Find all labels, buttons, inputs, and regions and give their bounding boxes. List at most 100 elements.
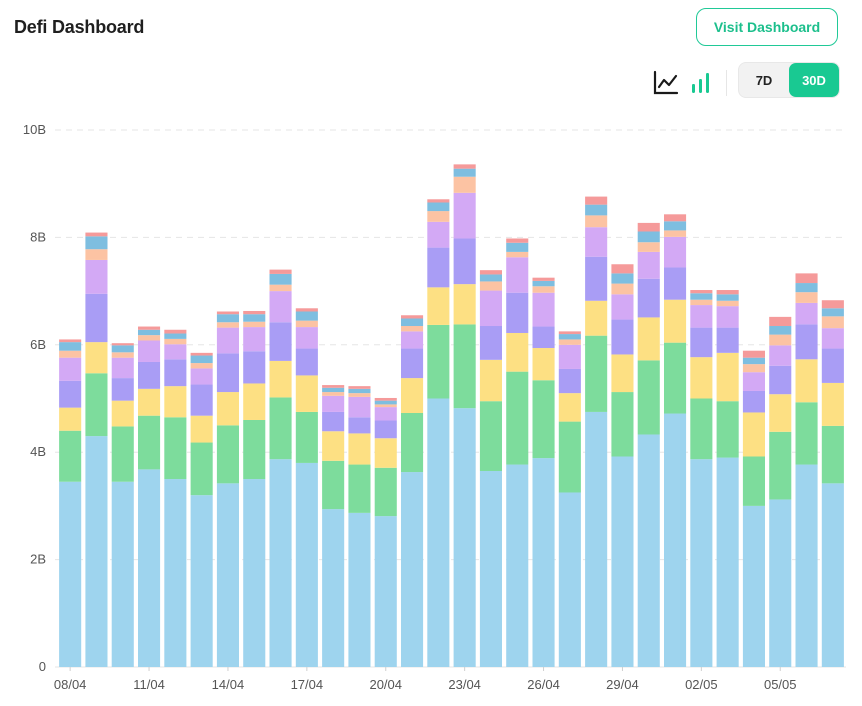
bar-segment	[795, 324, 818, 360]
bar-segment	[164, 479, 187, 667]
bar-segment	[585, 411, 608, 667]
bar-segment	[269, 269, 292, 274]
bar-segment	[190, 355, 213, 364]
bar-segment	[479, 274, 502, 282]
bar-segment	[138, 415, 161, 470]
bar-segment	[716, 457, 739, 667]
bar-segment	[295, 462, 318, 667]
range-30d-button[interactable]: 30D	[789, 63, 839, 97]
bar-segment	[479, 290, 502, 327]
bar-segment	[269, 459, 292, 667]
bar-segment	[742, 364, 765, 373]
bar-segment	[558, 368, 581, 394]
bar-segment	[295, 311, 318, 321]
bar-segment	[59, 357, 82, 381]
bar-segment	[243, 419, 266, 480]
bar-segment	[611, 273, 634, 284]
bar-segment	[427, 398, 450, 667]
bar-segment	[85, 342, 108, 374]
bar-segment	[216, 327, 239, 354]
bar-segment	[401, 412, 424, 473]
bar-segment	[769, 345, 792, 366]
bar-segment	[532, 277, 555, 281]
bar-segment	[506, 332, 529, 372]
bar-segment	[506, 464, 529, 667]
bar-segment	[164, 344, 187, 360]
bar-segment	[742, 350, 765, 358]
bar-segment	[348, 464, 371, 513]
bar-segment	[769, 499, 792, 667]
bar-segment	[795, 359, 818, 403]
stacked-bar-chart: 0 2B 4B 6B 8B 10B 08/04 11/04 14/04 17/04 20/04 23/…	[23, 122, 846, 692]
bar-segment	[427, 202, 450, 212]
bar-segment	[216, 322, 239, 328]
bar-segment	[322, 392, 345, 396]
bar-segment	[348, 393, 371, 397]
y-tick-label: 2B	[30, 552, 46, 567]
range-7d-button[interactable]: 7D	[755, 72, 773, 88]
bar-segment	[479, 281, 502, 291]
bar-segment	[59, 339, 82, 343]
visit-dashboard-button[interactable]: Visit Dashboard	[696, 8, 838, 46]
bar-segment	[479, 401, 502, 471]
bar-segment	[795, 302, 818, 325]
bar-segment	[190, 352, 213, 356]
bar-segment	[322, 385, 345, 388]
bar-segment	[690, 357, 713, 399]
bar-segment	[506, 238, 529, 243]
bar-chart-icon	[692, 73, 709, 93]
bar-segment	[348, 388, 371, 394]
bar-segment	[821, 308, 844, 317]
bar-segment	[585, 300, 608, 336]
bar-segment	[111, 400, 134, 427]
bar-segment	[374, 404, 397, 408]
bar-segment	[637, 251, 660, 279]
bar-segment	[769, 394, 792, 432]
bar-segment	[374, 420, 397, 439]
bar-segment	[664, 299, 687, 343]
bar-segment	[190, 442, 213, 496]
bar-segment	[111, 343, 134, 346]
bar-segment	[479, 470, 502, 667]
bar-chart-toggle[interactable]	[686, 68, 716, 98]
x-tick-label: 29/04	[606, 677, 639, 692]
bar-segment	[374, 438, 397, 468]
bar-segment	[611, 392, 634, 457]
y-tick-label: 10B	[23, 122, 46, 137]
bar-segment	[322, 395, 345, 412]
bar-segment	[322, 460, 345, 510]
x-tick-label: 20/04	[369, 677, 402, 692]
bar-segment	[453, 324, 476, 409]
bar-segment	[453, 238, 476, 285]
bar-segment	[664, 342, 687, 414]
bar-segment	[401, 378, 424, 413]
bar-segment	[190, 495, 213, 667]
x-tick-label: 17/04	[291, 677, 324, 692]
bar-segment	[427, 324, 450, 399]
x-tick-label: 08/04	[54, 677, 87, 692]
bar-segment	[164, 329, 187, 334]
bar-segment	[506, 242, 529, 252]
bar-segment	[401, 348, 424, 379]
bar-segment	[664, 230, 687, 237]
bar-segment	[637, 242, 660, 252]
bar-segment	[138, 388, 161, 416]
bar-segment	[243, 383, 266, 420]
line-chart-toggle[interactable]	[651, 68, 681, 98]
bar-segment	[716, 352, 739, 402]
bar-segment	[190, 363, 213, 369]
bar-segment	[427, 287, 450, 325]
bar-segment	[453, 284, 476, 325]
bar-segment	[427, 199, 450, 203]
bar-segment	[558, 492, 581, 667]
bar-segment	[664, 236, 687, 268]
bar-segment	[637, 278, 660, 318]
bar-segment	[795, 283, 818, 293]
bar-segment	[637, 434, 660, 667]
bar-segment	[532, 380, 555, 459]
y-tick-label: 0	[39, 659, 46, 674]
bar-segment	[532, 458, 555, 667]
range-selector: 7D 30D	[738, 62, 840, 98]
bar-segment	[611, 283, 634, 295]
bar-segment	[821, 328, 844, 349]
